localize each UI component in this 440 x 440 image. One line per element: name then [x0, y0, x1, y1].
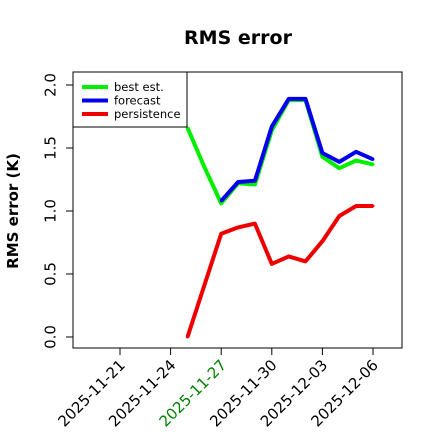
series-forecast: [219, 96, 375, 203]
data-point: [236, 180, 240, 184]
data-point: [371, 157, 375, 161]
data-point: [337, 214, 341, 218]
data-point: [354, 150, 358, 154]
data-point: [219, 201, 223, 205]
data-point: [320, 155, 324, 159]
data-point: [253, 222, 257, 226]
series-layer: [185, 96, 375, 339]
data-point: [287, 97, 291, 101]
series-persistence: [185, 204, 375, 339]
series-line: [185, 204, 373, 338]
data-point: [253, 183, 257, 187]
legend-label: persistence: [114, 107, 181, 121]
data-point: [219, 199, 223, 203]
data-point: [337, 160, 341, 164]
data-point: [304, 259, 308, 263]
data-point: [320, 151, 324, 155]
legend-label: forecast: [114, 94, 161, 108]
data-point: [354, 159, 358, 163]
y-tick-label: 0.0: [41, 325, 59, 349]
data-point: [304, 97, 308, 101]
y-tick-label: 1.0: [41, 199, 59, 223]
data-point: [371, 204, 375, 208]
data-point: [320, 239, 324, 243]
data-point: [287, 254, 291, 258]
y-tick-label: 0.5: [41, 262, 59, 286]
y-tick-label: 2.0: [41, 73, 59, 97]
x-axis: 2025-11-212025-11-242025-11-272025-11-30…: [54, 348, 382, 430]
y-axis: 0.0 0.5 1.0 1.5 2.0: [41, 73, 73, 349]
chart-title: RMS error: [184, 27, 293, 49]
data-point: [219, 232, 223, 236]
data-point: [354, 204, 358, 208]
legend-label: best est.: [114, 80, 164, 94]
data-point: [253, 179, 257, 183]
series-line: [219, 96, 374, 203]
data-point: [371, 162, 375, 166]
y-axis-label: RMS error (K): [4, 153, 22, 269]
plot-area-frame: [72, 71, 403, 349]
data-point: [337, 166, 341, 170]
y-tick-label: 1.5: [41, 136, 59, 160]
data-point: [270, 262, 274, 266]
data-point: [185, 335, 189, 339]
data-point: [236, 225, 240, 229]
data-point: [202, 165, 206, 169]
data-point: [270, 125, 274, 129]
